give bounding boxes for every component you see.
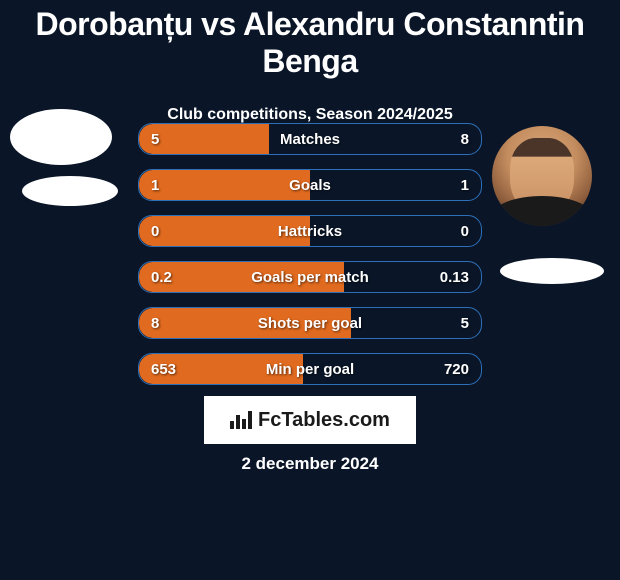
player-left-shadow [22, 176, 118, 206]
stat-right-value: 8 [461, 124, 469, 154]
stat-row: 5Matches8 [138, 123, 482, 155]
stat-label: Hattricks [139, 216, 481, 246]
player-right-avatar [492, 126, 592, 226]
snapshot-date: 2 december 2024 [0, 454, 620, 474]
stat-right-value: 720 [444, 354, 469, 384]
stat-label: Goals [139, 170, 481, 200]
logo-label: FcTables.com [258, 409, 390, 432]
stat-row: 653Min per goal720 [138, 353, 482, 385]
player-right-shadow [500, 258, 604, 284]
stat-right-value: 5 [461, 308, 469, 338]
stat-row: 8Shots per goal5 [138, 307, 482, 339]
stat-row: 1Goals1 [138, 169, 482, 201]
stat-label: Matches [139, 124, 481, 154]
stat-right-value: 0 [461, 216, 469, 246]
source-logo: FcTables.com [204, 396, 416, 444]
stat-row: 0Hattricks0 [138, 215, 482, 247]
player-left-avatar [10, 109, 112, 165]
comparison-title: Dorobanțu vs Alexandru Constanntin Benga [0, 0, 620, 80]
stat-label: Min per goal [139, 354, 481, 384]
logo-text: FcTables.com [230, 409, 390, 432]
stats-container: 5Matches81Goals10Hattricks00.2Goals per … [138, 123, 482, 399]
stat-label: Goals per match [139, 262, 481, 292]
stat-right-value: 1 [461, 170, 469, 200]
bar-chart-icon [230, 411, 254, 429]
stat-label: Shots per goal [139, 308, 481, 338]
stat-row: 0.2Goals per match0.13 [138, 261, 482, 293]
stat-right-value: 0.13 [440, 262, 469, 292]
